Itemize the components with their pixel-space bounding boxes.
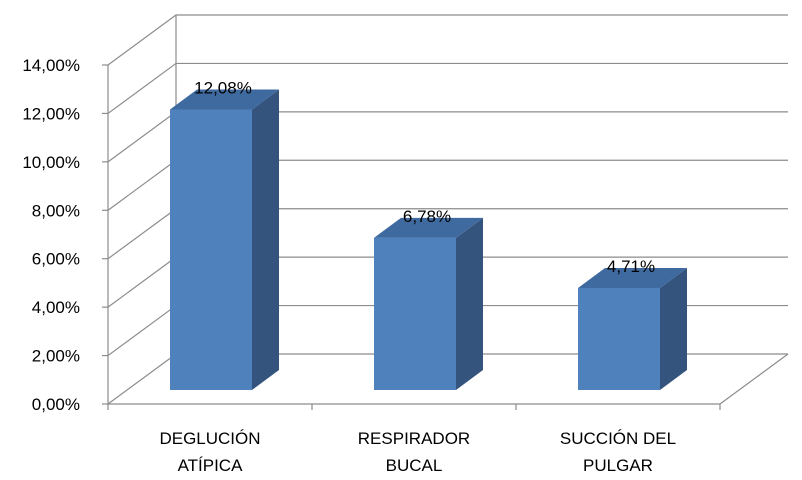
bar-top	[578, 267, 687, 288]
bar-side	[252, 89, 279, 391]
bar-front	[374, 237, 456, 390]
y-tick-label: 12,00%	[22, 104, 80, 123]
y-tick-label: 14,00%	[22, 56, 80, 75]
bar	[170, 89, 279, 391]
data-label: 4,71%	[607, 257, 655, 276]
y-tick-label: 2,00%	[32, 347, 80, 366]
gridline	[107, 14, 788, 66]
bar-side	[660, 267, 687, 390]
bar-side	[456, 217, 483, 390]
bar-front	[170, 109, 252, 391]
floor-edge	[719, 353, 789, 405]
y-tick-label: 10,00%	[22, 153, 80, 172]
x-category-label: BUCAL	[386, 456, 443, 475]
bar-top	[374, 217, 483, 238]
x-category-label: ATÍPICA	[178, 456, 244, 475]
x-category-label: DEGLUCIÓN	[159, 429, 260, 448]
bar	[578, 267, 687, 390]
y-tick-label: 6,00%	[32, 250, 80, 269]
labels: 0,00% 2,00% 4,00% 6,00% 8,00% 10,00% 12,00% 14,…	[22, 56, 676, 475]
axes	[102, 64, 789, 410]
data-label: 12,08%	[194, 78, 252, 97]
x-category-label: RESPIRADOR	[358, 429, 470, 448]
bars	[170, 89, 687, 391]
y-tick-label: 0,00%	[32, 395, 80, 414]
data-label: 6,78%	[403, 207, 451, 226]
x-category-label: PULGAR	[583, 456, 653, 475]
y-tick-label: 4,00%	[32, 298, 80, 317]
y-tick-label: 8,00%	[32, 201, 80, 220]
x-category-label: SUCCIÓN DEL	[560, 429, 676, 448]
bar-top	[170, 89, 279, 110]
bar-front	[578, 287, 660, 390]
bar	[374, 217, 483, 390]
